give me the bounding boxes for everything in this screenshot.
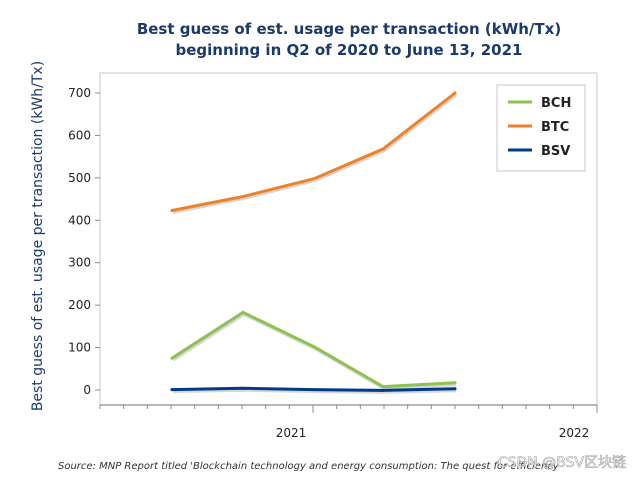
source-note: Source: MNP Report titled 'Blockchain te… xyxy=(58,461,560,472)
series-shadow-bsv xyxy=(172,388,457,394)
data-point-bsv-3 xyxy=(381,388,385,392)
x-axis-ticks xyxy=(99,405,598,413)
y-axis-label: Best guess of est. usage per transaction… xyxy=(30,61,46,411)
legend-box xyxy=(496,84,586,172)
data-point-bch-3 xyxy=(381,385,385,389)
data-point-bsv-1 xyxy=(241,386,245,390)
y-tick-label: 400 xyxy=(68,213,91,227)
data-point-bch-2 xyxy=(312,345,316,349)
series-shadow-btc xyxy=(172,93,457,214)
x-period-label-2021: 2021 xyxy=(276,426,307,440)
y-tick-label: 500 xyxy=(68,171,91,185)
data-point-btc-4 xyxy=(453,91,457,95)
data-point-btc-1 xyxy=(241,195,245,199)
y-tick-label: 0 xyxy=(83,383,91,397)
watermark: CSDN @BSV区块链 xyxy=(498,455,626,471)
y-tick-label: 300 xyxy=(68,256,91,270)
data-point-bsv-0 xyxy=(170,388,174,392)
data-point-btc-2 xyxy=(312,177,316,181)
data-point-bch-1 xyxy=(241,310,245,314)
data-point-btc-0 xyxy=(170,209,174,213)
y-tick-label: 100 xyxy=(68,341,91,355)
y-tick-label: 700 xyxy=(68,86,91,100)
y-tick-label: 200 xyxy=(68,298,91,312)
y-tick-label: 600 xyxy=(68,128,91,142)
series-layer xyxy=(170,91,457,394)
data-point-bsv-4 xyxy=(453,387,457,391)
legend-label-bsv: BSV xyxy=(541,144,570,159)
legend: BCH BTC BSV xyxy=(496,84,586,172)
data-point-bch-0 xyxy=(170,356,174,360)
series-shadow-bch xyxy=(172,312,457,391)
legend-label-btc: BTC xyxy=(541,120,569,135)
series-line-btc xyxy=(170,91,457,213)
chart-title-line-2: beginning in Q2 of 2020 to June 13, 2021 xyxy=(176,41,523,59)
data-point-bch-4 xyxy=(453,381,457,385)
data-point-bsv-2 xyxy=(312,388,316,392)
data-point-btc-3 xyxy=(381,147,385,151)
legend-label-bch: BCH xyxy=(541,96,571,111)
chart-title-line-1: Best guess of est. usage per transaction… xyxy=(137,20,561,38)
y-axis-ticks: 0 100 200 300 400 500 600 700 xyxy=(68,86,100,397)
x-period-label-2022: 2022 xyxy=(559,426,590,440)
